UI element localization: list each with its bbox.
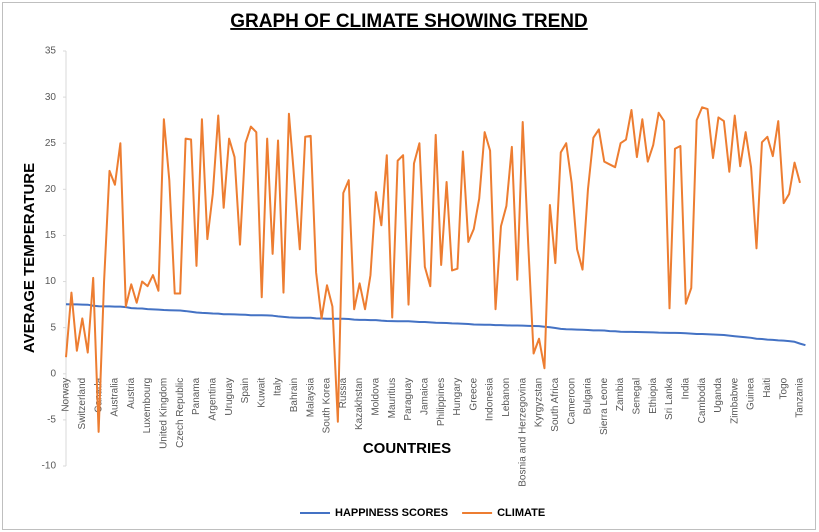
x-tick-label: Ethiopia: [648, 377, 659, 414]
x-tick-label: Sri Lanka: [664, 377, 675, 420]
x-tick-label: Guinea: [746, 377, 757, 410]
y-tick-label: 30: [45, 92, 57, 103]
x-tick-label: Greece: [468, 377, 479, 410]
x-tick-label: United Kingdom: [159, 378, 170, 449]
x-tick-label: India: [680, 377, 691, 399]
x-tick-label: Spain: [240, 378, 251, 404]
x-tick-label: Malaysia: [305, 377, 316, 417]
x-tick-label: Zimbabwe: [729, 377, 740, 424]
y-tick-label: 35: [45, 46, 57, 57]
x-tick-label: Indonesia: [485, 377, 496, 421]
x-tick-label: Uganda: [713, 377, 724, 412]
x-tick-label: Cambodia: [697, 377, 708, 423]
x-tick-label: South Korea: [322, 377, 333, 433]
x-tick-label: South Africa: [550, 377, 561, 431]
x-tick-label: Austria: [126, 377, 137, 409]
x-axis-title: COUNTRIES: [363, 440, 451, 457]
x-tick-label: Lebanon: [501, 378, 512, 417]
y-axis-title: AVERAGE TEMPERATURE: [21, 163, 38, 353]
x-tick-label: Luxembourg: [142, 378, 153, 434]
x-tick-label: Switzerland: [77, 378, 88, 430]
legend-label: HAPPINESS SCORES: [335, 507, 448, 519]
y-tick-label: 0: [50, 368, 56, 379]
chart-title: GRAPH OF CLIMATE SHOWING TREND: [230, 11, 587, 32]
y-tick-label: 10: [45, 276, 57, 287]
x-tick-label: Uruguay: [224, 378, 235, 416]
x-tick-label: Bosnia and Herzegovina: [517, 377, 528, 486]
y-tick-label: 5: [50, 322, 56, 333]
x-tick-label: Togo: [778, 377, 789, 399]
x-tick-label: Kuwait: [256, 378, 267, 408]
y-tick-label: 15: [45, 230, 57, 241]
x-tick-label: Paraguay: [403, 378, 414, 421]
legend-label: CLIMATE: [497, 507, 545, 519]
x-tick-label: Cameroon: [566, 378, 577, 425]
x-tick-label: Bahrain: [289, 378, 300, 412]
x-tick-label: Senegal: [632, 378, 643, 415]
x-tick-label: Bulgaria: [583, 377, 594, 414]
y-tick-label: -5: [47, 415, 56, 426]
x-tick-label: Sierra Leone: [599, 377, 610, 435]
x-tick-label: Haiti: [762, 378, 773, 398]
x-tick-label: Australia: [110, 377, 121, 416]
x-tick-label: Zambia: [615, 377, 626, 411]
x-tick-label: Canada: [93, 377, 104, 412]
y-tick-label: 20: [45, 184, 57, 195]
y-tick-label: -10: [42, 461, 57, 472]
x-tick-label: Philippines: [436, 378, 447, 426]
x-tick-label: Hungary: [452, 378, 463, 416]
x-tick-label: Argentina: [207, 377, 218, 420]
x-tick-label: Czech Republic: [175, 378, 186, 448]
x-tick-label: Tanzania: [795, 377, 806, 417]
data-line: [65, 106, 801, 433]
data-line: [65, 303, 806, 347]
x-tick-label: Moldova: [371, 377, 382, 415]
x-tick-label: Kazakhstan: [354, 378, 365, 430]
x-tick-label: Kyrgyzstan: [534, 378, 545, 427]
x-tick-label: Russia: [338, 377, 349, 408]
x-tick-label: Italy: [273, 378, 284, 396]
y-tick-label: 25: [45, 138, 57, 149]
x-tick-label: Panama: [191, 377, 202, 415]
x-tick-label: Norway: [61, 378, 72, 412]
x-tick-label: Mauritius: [387, 378, 398, 419]
x-tick-label: Jamaica: [419, 377, 430, 415]
